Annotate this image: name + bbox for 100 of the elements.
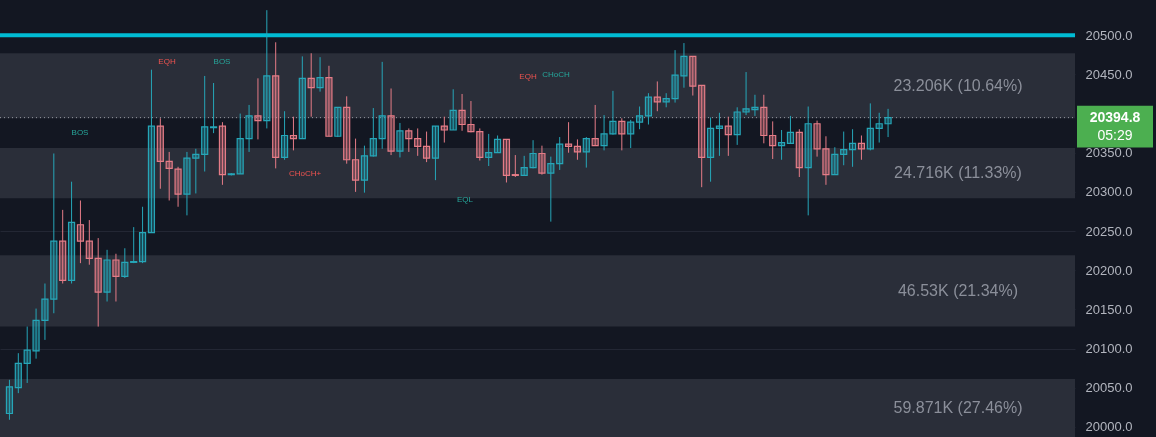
candlestick: [387, 88, 395, 156]
annotation: EQL: [456, 195, 474, 204]
candlestick: [573, 138, 582, 161]
candlestick: [272, 41, 280, 169]
y-tick-label: 20300.0: [1085, 184, 1133, 200]
candlestick: [618, 117, 626, 151]
candlestick: [467, 100, 475, 133]
candlestick: [680, 42, 688, 89]
candlestick: [884, 108, 892, 138]
candlestick: [103, 249, 111, 303]
candlestick: [840, 131, 848, 166]
y-tick-label: 20500.0: [1085, 27, 1133, 43]
candlestick: [786, 115, 795, 144]
candlestick: [94, 237, 102, 328]
candlestick: [751, 94, 759, 117]
candlestick: [449, 88, 457, 131]
candlestick: [298, 55, 306, 140]
band-label: 24.716K (11.33%): [894, 164, 1022, 182]
candlestick: [822, 135, 830, 186]
candlestick: [41, 283, 49, 341]
candlestick: [644, 92, 653, 126]
candlestick: [325, 65, 333, 137]
candlestick: [32, 308, 40, 360]
candlestick: [848, 128, 857, 168]
y-tick-label: 20000.0: [1085, 419, 1133, 435]
candlestick: [706, 116, 715, 183]
band-label: 46.53K (21.34%): [897, 281, 1019, 299]
candlestick: [50, 153, 58, 314]
candlestick: [635, 106, 644, 130]
candlestick: [183, 151, 191, 216]
candlestick: [360, 145, 369, 194]
candlestick: [67, 181, 76, 284]
candlestick: [334, 106, 342, 138]
candlestick: [156, 117, 164, 190]
y-tick-label: 20050.0: [1085, 380, 1133, 396]
candlestick: [698, 84, 706, 188]
candlestick: [662, 92, 670, 108]
candlestick: [520, 155, 528, 177]
candlestick: [121, 247, 129, 279]
candlestick: [112, 253, 120, 303]
candlestick: [431, 125, 440, 181]
candlestick: [582, 136, 590, 169]
candlestick: [485, 133, 493, 167]
candlestick: [422, 131, 431, 163]
candlestick: [493, 134, 502, 154]
candlestick: [538, 145, 546, 176]
candlestick: [254, 77, 262, 140]
candlestick: [405, 127, 413, 153]
candlestick: [866, 102, 874, 151]
candlestick: [600, 114, 608, 151]
y-tick-label: 20150.0: [1085, 301, 1133, 317]
candlestick: [130, 226, 138, 264]
annotation: BOS: [71, 128, 89, 137]
candlestick: [511, 154, 519, 178]
text: 05:29: [1097, 127, 1133, 143]
candlestick: [715, 112, 724, 157]
candlestick: [280, 110, 289, 161]
candlestick: [733, 106, 741, 146]
candlestick: [564, 121, 573, 154]
candlestick: [502, 138, 511, 183]
candlestick: [591, 104, 599, 147]
candlestick: [23, 326, 31, 384]
candlestick: [795, 128, 803, 178]
band-label: 59.871K (27.46%): [893, 399, 1023, 417]
candlestick: [192, 148, 200, 194]
candlestick: [653, 80, 661, 112]
candlestick: [343, 95, 351, 165]
candlestick: [236, 113, 244, 175]
candlestick: [777, 129, 786, 161]
candlestick: [831, 146, 839, 176]
candlestick: [147, 69, 156, 234]
candlestick: [138, 206, 147, 264]
candlestick: [165, 151, 173, 201]
candlestick: [307, 52, 315, 118]
y-tick-label: 20250.0: [1085, 223, 1133, 239]
candlestick: [289, 116, 298, 151]
candlestick: [627, 119, 635, 149]
candlestick: [760, 94, 768, 144]
candlestick: [742, 71, 750, 116]
candlestick: [529, 139, 537, 169]
candlestick: [396, 122, 404, 158]
candlestick: [263, 9, 271, 129]
candlestick: [245, 104, 253, 153]
candlestick: [174, 166, 182, 208]
annotation: EQH: [519, 72, 537, 81]
band-label: 23.206K (10.64%): [893, 76, 1023, 94]
ref-line-label: 20394.8: [1089, 108, 1141, 125]
candlestick: [59, 209, 67, 284]
candlestick: [875, 112, 883, 144]
y-tick-label: 20450.0: [1085, 66, 1133, 82]
candlestick: [458, 93, 466, 132]
candlestick: [476, 127, 484, 162]
candlestick: [414, 127, 422, 157]
candlestick: [227, 172, 235, 176]
candlestick: [440, 116, 448, 144]
candlestick: [209, 82, 218, 134]
candlestick: [724, 116, 732, 157]
candlestick: [547, 156, 555, 223]
candlestick: [316, 56, 324, 93]
candlestick: [201, 75, 209, 173]
